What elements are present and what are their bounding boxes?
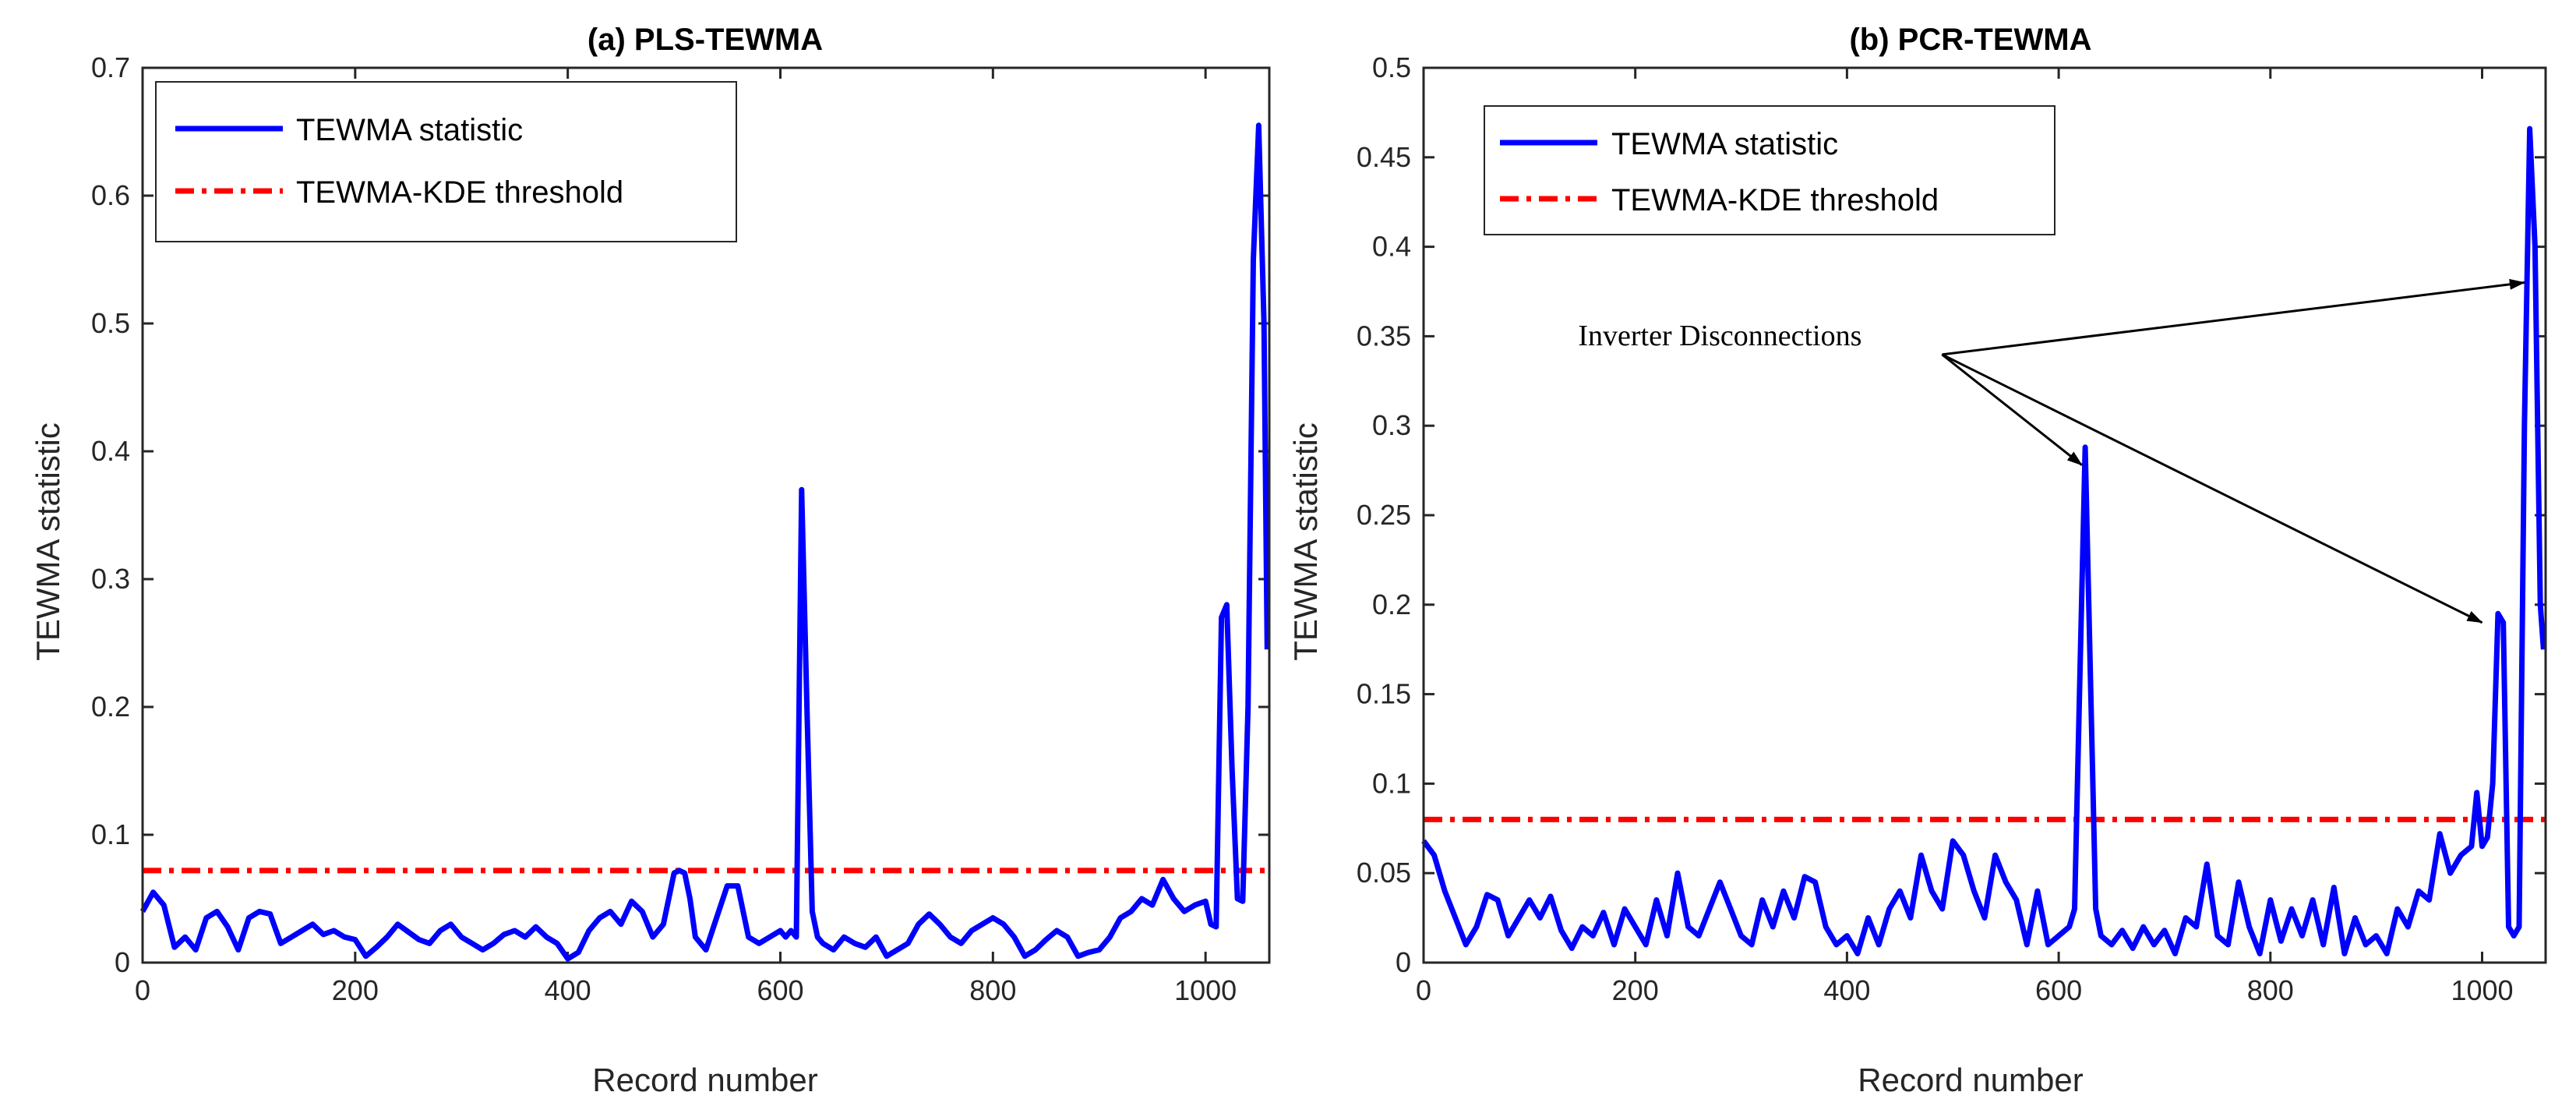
y-tick-label: 0.25 xyxy=(1357,499,1411,531)
series-line-tewma-statistic xyxy=(139,122,1270,962)
x-tick-label: 0 xyxy=(135,974,150,1006)
y-tick-label: 0.6 xyxy=(91,179,130,211)
panel-pls-tewma: (a) PLS-TEWMA TEWMA statistic Record num… xyxy=(30,23,1271,1098)
y-tick-label: 0.2 xyxy=(1372,588,1411,620)
plot-frame xyxy=(1422,66,2547,964)
legend-label-threshold: TEWMA-KDE threshold xyxy=(296,175,623,210)
y-tick-label: 0.35 xyxy=(1357,320,1411,352)
chart-title: (b) PCR-TEWMA xyxy=(1849,23,2091,57)
panel-pcr-tewma: (b) PCR-TEWMA TEWMA statistic Record num… xyxy=(1287,23,2547,1098)
x-tick-label: 400 xyxy=(545,974,591,1006)
legend-box xyxy=(155,81,737,242)
legend-label-threshold: TEWMA-KDE threshold xyxy=(1611,183,1939,217)
chart-title: (a) PLS-TEWMA xyxy=(588,23,823,57)
y-tick-label: 0.45 xyxy=(1357,141,1411,173)
y-tick-label: 0.5 xyxy=(1372,51,1411,83)
x-tick-label: 200 xyxy=(1612,974,1659,1006)
y-tick-label: 0.1 xyxy=(91,818,130,850)
x-axis-label: Record number xyxy=(1858,1062,2083,1098)
x-tick-label: 200 xyxy=(332,974,379,1006)
y-tick-label: 0.7 xyxy=(91,51,130,83)
plot-frame xyxy=(141,66,1271,964)
legend-box xyxy=(1484,105,2056,235)
legend: TEWMA statistic TEWMA-KDE threshold xyxy=(1484,105,2056,235)
x-tick-label: 400 xyxy=(1823,974,1870,1006)
y-axis-label: TEWMA statistic xyxy=(30,422,66,661)
x-tick-label: 0 xyxy=(1416,974,1431,1006)
annotation-arrow xyxy=(1941,353,2083,466)
x-axis-label: Record number xyxy=(592,1062,817,1098)
y-tick-label: 0.5 xyxy=(91,307,130,339)
legend-label-statistic: TEWMA statistic xyxy=(296,113,523,147)
y-tick-label: 0.2 xyxy=(91,691,130,723)
y-tick-label: 0.4 xyxy=(1372,231,1411,263)
y-tick-label: 0 xyxy=(115,946,130,978)
x-tick-label: 600 xyxy=(2035,974,2082,1006)
x-tick-label: 800 xyxy=(2247,974,2294,1006)
annotation-arrow xyxy=(1941,353,2483,624)
legend: TEWMA statistic TEWMA-KDE threshold xyxy=(155,81,737,242)
x-tick-label: 1000 xyxy=(1174,974,1237,1006)
y-tick-label: 0.05 xyxy=(1357,857,1411,889)
y-tick-label: 0.15 xyxy=(1357,678,1411,710)
x-tick-label: 800 xyxy=(969,974,1016,1006)
series-line-tewma-statistic xyxy=(1421,125,2546,956)
annotation-label: Inverter Disconnections xyxy=(1578,320,1861,352)
y-tick-label: 0.1 xyxy=(1372,767,1411,799)
legend-label-statistic: TEWMA statistic xyxy=(1611,127,1838,161)
y-tick-label: 0.3 xyxy=(91,563,130,595)
annotation-arrow xyxy=(1942,278,2525,356)
x-tick-label: 1000 xyxy=(2451,974,2513,1006)
y-tick-label: 0.4 xyxy=(91,435,130,467)
y-tick-label: 0 xyxy=(1396,946,1411,978)
x-tick-label: 600 xyxy=(757,974,803,1006)
y-tick-label: 0.3 xyxy=(1372,409,1411,441)
y-axis-label: TEWMA statistic xyxy=(1287,422,1324,661)
